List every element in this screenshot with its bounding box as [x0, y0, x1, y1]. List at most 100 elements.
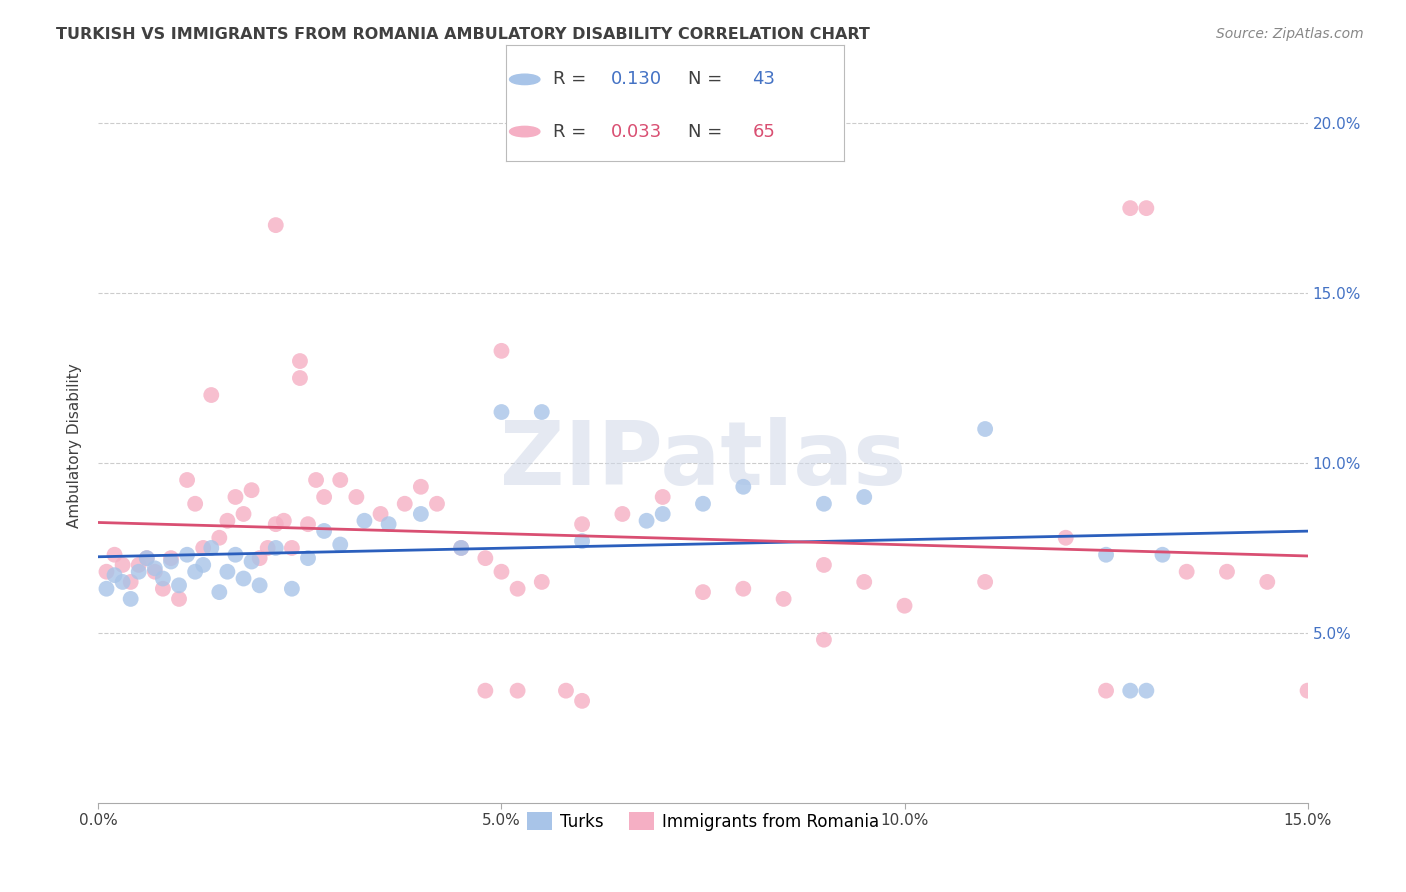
Point [474, 683, 496, 698]
Point [1152, 548, 1174, 562]
Point [491, 405, 513, 419]
Point [224, 548, 246, 562]
Point [135, 551, 157, 566]
Point [288, 354, 311, 368]
Y-axis label: Ambulatory Disability: Ambulatory Disability [67, 364, 83, 528]
Point [571, 694, 593, 708]
Point [329, 473, 352, 487]
Point [167, 578, 190, 592]
Point [305, 473, 328, 487]
Point [224, 490, 246, 504]
Point [240, 483, 263, 498]
Point [120, 591, 142, 606]
Point [506, 582, 529, 596]
Point [103, 568, 125, 582]
Point [160, 551, 183, 566]
Point [450, 541, 472, 555]
Point [1296, 683, 1319, 698]
Text: N =: N = [689, 70, 728, 88]
Point [152, 572, 174, 586]
Point [1054, 531, 1077, 545]
Point [128, 558, 150, 572]
Legend: Turks, Immigrants from Romania: Turks, Immigrants from Romania [520, 805, 886, 838]
Point [1119, 201, 1142, 215]
Point [264, 541, 287, 555]
Point [394, 497, 416, 511]
Point [1135, 201, 1157, 215]
Point [176, 548, 198, 562]
Text: R =: R = [554, 122, 592, 141]
Text: R =: R = [554, 70, 592, 88]
Point [297, 551, 319, 566]
Point [813, 558, 835, 572]
Point [813, 632, 835, 647]
Point [193, 558, 215, 572]
Point [1216, 565, 1239, 579]
Point [111, 558, 134, 572]
Point [264, 218, 287, 232]
Circle shape [509, 74, 540, 85]
Point [853, 490, 876, 504]
Point [370, 507, 392, 521]
Point [1095, 683, 1118, 698]
Point [128, 565, 150, 579]
Point [329, 537, 352, 551]
Point [152, 582, 174, 596]
Point [176, 473, 198, 487]
Point [692, 585, 714, 599]
Point [409, 480, 432, 494]
Point [409, 507, 432, 521]
Point [1175, 565, 1198, 579]
Point [530, 574, 553, 589]
Point [297, 517, 319, 532]
Point [96, 565, 118, 579]
Point [1256, 574, 1278, 589]
Circle shape [509, 127, 540, 136]
Text: 0.033: 0.033 [610, 122, 662, 141]
Point [555, 683, 578, 698]
Point [167, 591, 190, 606]
Point [974, 422, 997, 436]
Point [208, 531, 231, 545]
Point [450, 541, 472, 555]
Point [193, 541, 215, 555]
Point [377, 517, 399, 532]
Point [200, 388, 222, 402]
Point [1119, 683, 1142, 698]
Point [733, 480, 755, 494]
Point [288, 371, 311, 385]
Point [143, 561, 166, 575]
Point [571, 534, 593, 549]
Point [96, 582, 118, 596]
Point [636, 514, 658, 528]
Point [813, 497, 835, 511]
Point [103, 548, 125, 562]
Point [256, 541, 278, 555]
Point [1135, 683, 1157, 698]
Point [249, 578, 271, 592]
Point [232, 507, 254, 521]
Point [143, 565, 166, 579]
Point [506, 683, 529, 698]
Point [200, 541, 222, 555]
Point [893, 599, 915, 613]
Point [184, 565, 207, 579]
Text: 65: 65 [752, 122, 775, 141]
Point [249, 551, 271, 566]
Point [353, 514, 375, 528]
Point [273, 514, 295, 528]
Point [111, 574, 134, 589]
Point [571, 517, 593, 532]
Text: ZIPatlas: ZIPatlas [501, 417, 905, 504]
Point [651, 490, 673, 504]
Point [281, 582, 304, 596]
Point [1095, 548, 1118, 562]
Point [314, 524, 336, 538]
Point [160, 555, 183, 569]
Text: 0.130: 0.130 [610, 70, 662, 88]
Point [240, 555, 263, 569]
Point [612, 507, 634, 521]
Point [491, 565, 513, 579]
Point [974, 574, 997, 589]
Point [733, 582, 755, 596]
